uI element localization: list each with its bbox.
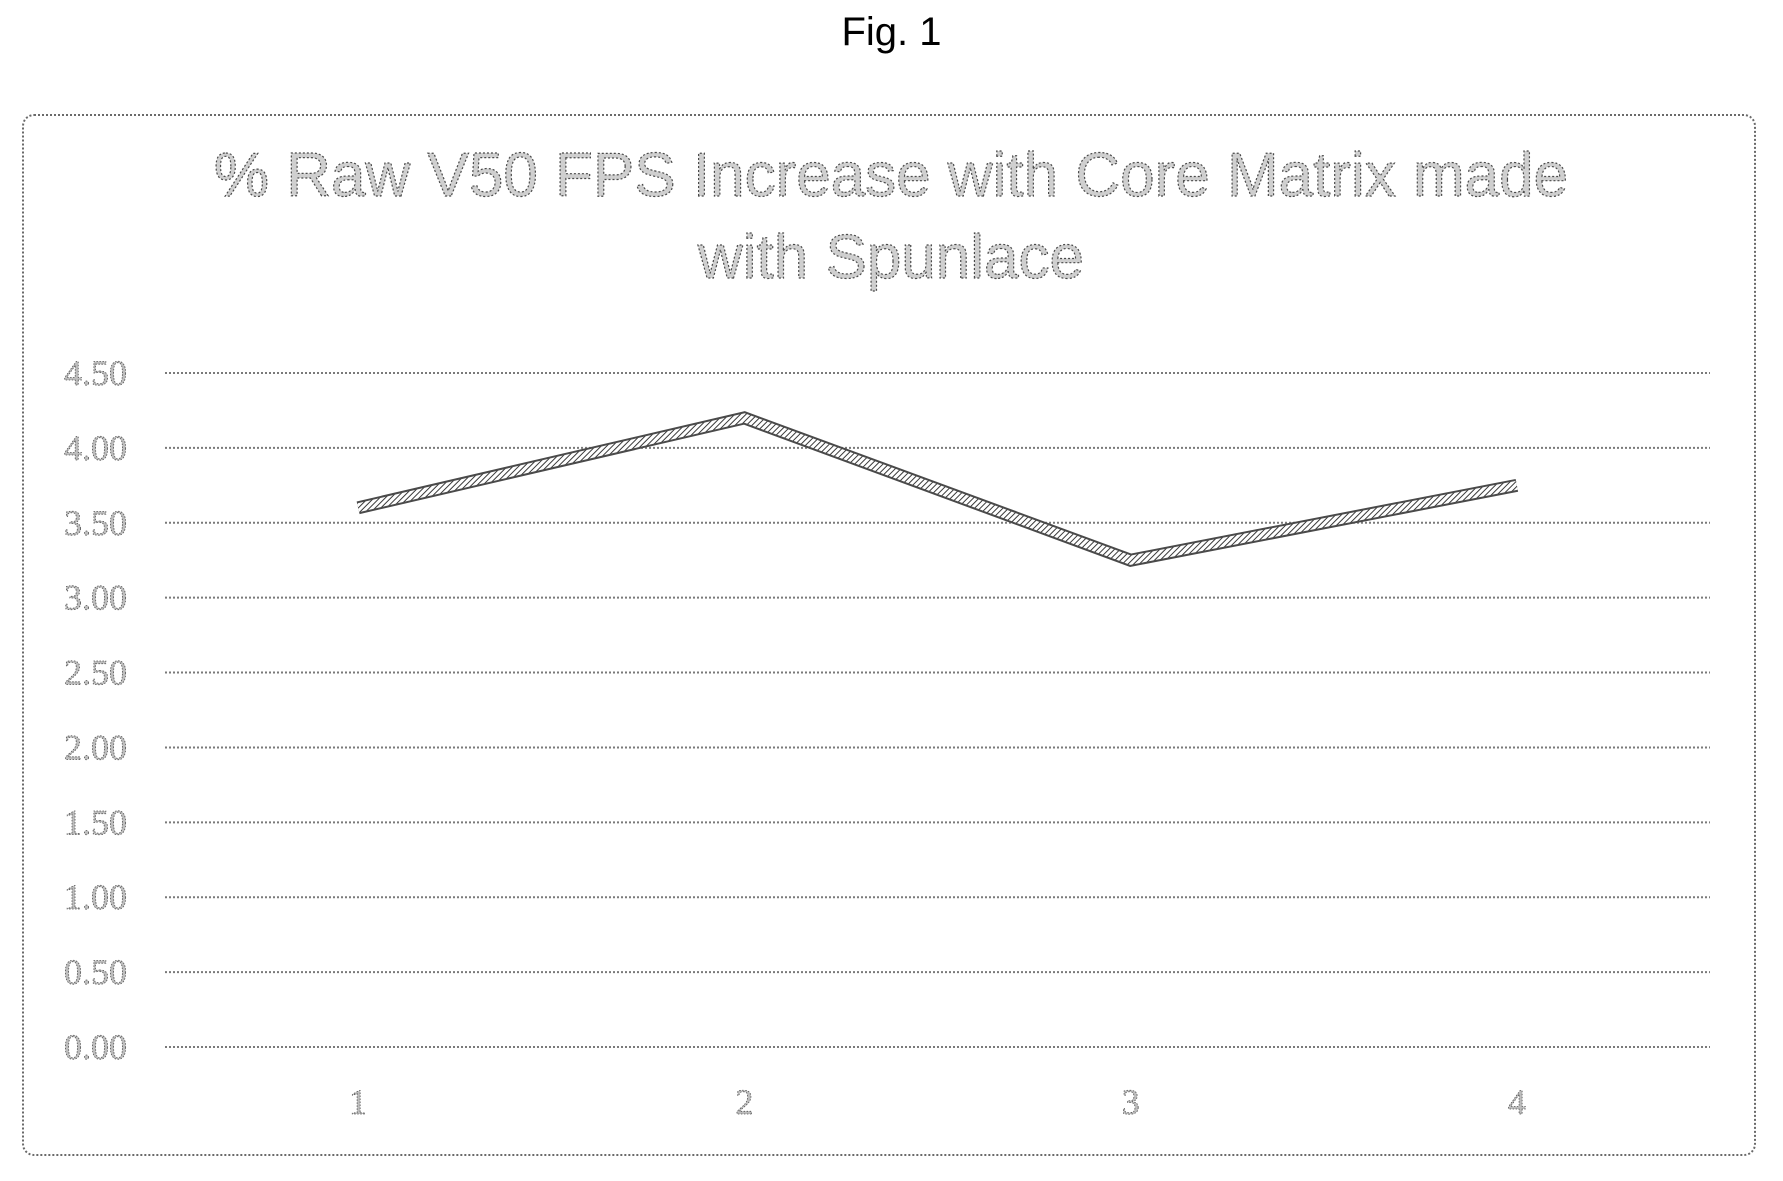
y-tick-label: 4.50 [64, 353, 127, 393]
y-tick-label: 3.50 [64, 503, 127, 543]
series-group [356, 411, 1519, 567]
y-tick-label: 2.50 [64, 653, 127, 693]
y-tick-label: 0.50 [64, 952, 127, 992]
figure-label: Fig. 1 [841, 10, 942, 54]
chart-title: % Raw V50 FPS Increase with Core Matrix … [213, 140, 1568, 292]
y-tick-label: 2.00 [64, 727, 127, 767]
y-tick-label: 4.00 [64, 428, 127, 468]
x-tick-label: 3 [1122, 1082, 1140, 1122]
x-tick-label: 4 [1508, 1082, 1526, 1122]
y-tick-label: 0.00 [64, 1027, 127, 1067]
chart-title-line: with Spunlace [697, 223, 1084, 292]
chart-title-line: % Raw V50 FPS Increase with Core Matrix … [214, 141, 1568, 210]
x-tick-label: 2 [735, 1082, 753, 1122]
x-axis-tick-labels: 1 2 3 4 [349, 1082, 1527, 1123]
x-tick-label: 1 [349, 1082, 367, 1122]
y-tick-label: 3.00 [64, 578, 127, 618]
series-line [357, 413, 1518, 565]
chart-frame [22, 114, 1756, 1156]
y-tick-label: 1.00 [64, 877, 127, 917]
y-tick-label: 1.50 [64, 802, 127, 842]
y-axis-tick-labels: 0.00 0.50 1.00 1.50 2.00 2.50 3.00 3.50 4.00 4.50 [64, 353, 128, 1068]
gridlines [165, 372, 1710, 1048]
